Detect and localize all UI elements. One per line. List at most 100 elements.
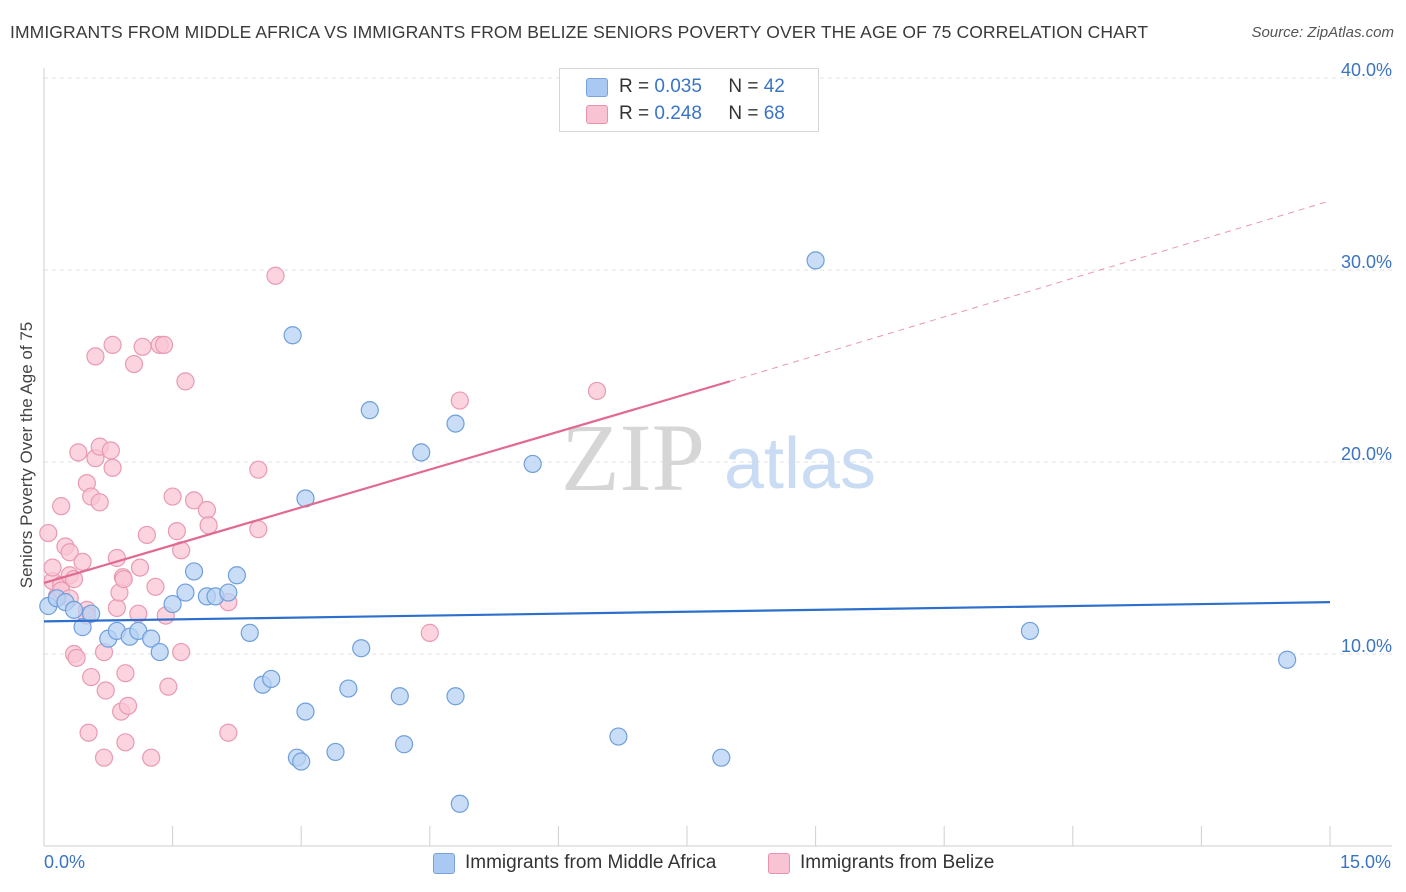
middle-africa-point <box>712 748 731 767</box>
chart-title: IMMIGRANTS FROM MIDDLE AFRICA VS IMMIGRA… <box>10 22 1149 42</box>
trendline-belize-extrapolated <box>729 200 1331 382</box>
middle-africa-point <box>262 669 281 689</box>
legend-swatch-belize <box>586 105 608 124</box>
belize-point <box>103 458 122 477</box>
belize-point <box>114 570 133 589</box>
middle-africa-point <box>142 629 161 648</box>
legend-n-value: 42 <box>763 76 785 97</box>
belize-point <box>172 642 191 662</box>
middle-africa-point <box>360 401 379 420</box>
belize-point <box>130 558 150 577</box>
y-tick-labels: 10.0% 20.0% 30.0% 40.0% <box>1341 60 1392 656</box>
legend-n-label: N = <box>728 103 759 124</box>
belize-point <box>118 696 138 715</box>
middle-africa-point <box>412 443 431 462</box>
middle-africa-point <box>1278 650 1297 669</box>
belize-point <box>39 523 58 543</box>
middle-africa-point <box>1020 621 1040 641</box>
belize-point <box>154 335 174 354</box>
trendline-belize <box>43 380 731 585</box>
legend-n-value: 68 <box>763 103 785 124</box>
middle-africa-point <box>227 566 246 585</box>
y-tick-label: 20.0% <box>1341 444 1392 464</box>
belize-point <box>159 677 178 696</box>
legend-r-value: 0.035 <box>654 76 702 97</box>
middle-africa-point <box>352 639 371 658</box>
belize-point <box>184 491 204 510</box>
legend-r-value: 0.248 <box>654 103 702 124</box>
legend-swatch-middle-africa <box>586 78 608 97</box>
middle-africa-point <box>163 594 182 614</box>
bottom-legend: Immigrants from Middle Africa Immigrants… <box>0 852 1406 878</box>
middle-africa-point <box>339 679 358 698</box>
belize-point <box>142 748 161 767</box>
belize-point <box>420 623 439 642</box>
belize-point <box>249 520 268 539</box>
trend-lines <box>43 200 1331 623</box>
chart-source: Source: ZipAtlas.com <box>1251 24 1394 41</box>
watermark-zip: ZIP <box>561 404 705 511</box>
middle-africa-point <box>292 752 311 771</box>
series-middle-africa-points <box>39 251 1297 813</box>
y-tick-label: 30.0% <box>1341 252 1392 272</box>
trendline-middle-africa <box>43 601 1331 623</box>
belize-point <box>124 354 144 374</box>
belize-point <box>69 443 88 462</box>
belize-point <box>67 648 86 667</box>
legend: R = 0.035 N = 42 R = 0.248 N = 68 <box>559 68 819 132</box>
belize-point <box>133 337 152 356</box>
belize-point <box>163 487 182 506</box>
belize-point <box>94 748 114 767</box>
middle-africa-point <box>184 562 204 581</box>
belize-point <box>167 522 186 541</box>
belize-point <box>96 681 115 700</box>
middle-africa-point <box>150 642 169 662</box>
x-axis-min-label: 0.0% <box>44 852 86 872</box>
bottom-legend-label: Immigrants from Middle Africa <box>465 852 717 873</box>
belize-point <box>249 460 268 479</box>
middle-africa-point <box>326 742 345 762</box>
legend-r-label: R = <box>619 103 650 124</box>
belize-point <box>103 335 122 354</box>
belize-point <box>219 723 238 742</box>
belize-point <box>79 723 98 742</box>
middle-africa-point <box>64 600 84 619</box>
middle-africa-point <box>394 735 414 754</box>
belize-point <box>90 493 109 512</box>
middle-africa-point <box>73 618 92 637</box>
middle-africa-point <box>446 687 465 706</box>
watermark: ZIP atlas <box>561 404 876 511</box>
middle-africa-point <box>82 604 101 623</box>
y-tick-label: 10.0% <box>1341 636 1392 656</box>
axes <box>43 68 1392 847</box>
belize-point <box>146 577 165 596</box>
belize-point <box>60 543 79 562</box>
middle-africa-point <box>240 623 259 642</box>
y-tick-label: 40.0% <box>1341 60 1392 80</box>
middle-africa-point <box>450 794 469 813</box>
middle-africa-point <box>806 251 825 270</box>
belize-point <box>199 516 218 535</box>
middle-africa-point <box>446 414 465 433</box>
grid-lines <box>44 77 1392 655</box>
belize-point <box>137 525 156 545</box>
belize-point <box>43 558 62 577</box>
belize-point <box>107 598 126 618</box>
bottom-legend-swatch-middle-africa <box>433 853 455 874</box>
belize-point <box>266 266 285 285</box>
belize-point <box>116 664 135 683</box>
belize-point <box>116 733 135 752</box>
belize-point <box>101 441 120 460</box>
belize-point <box>587 381 607 401</box>
belize-point <box>176 372 195 391</box>
x-axis-max-label: 15.0% <box>1340 852 1392 872</box>
middle-africa-point <box>283 326 302 345</box>
belize-point <box>450 391 469 410</box>
legend-n-label: N = <box>728 76 759 97</box>
middle-africa-point <box>176 583 195 602</box>
middle-africa-point <box>390 687 409 706</box>
bottom-legend-label: Immigrants from Belize <box>800 852 995 873</box>
bottom-legend-swatch-belize <box>768 853 790 874</box>
belize-point <box>82 667 101 687</box>
